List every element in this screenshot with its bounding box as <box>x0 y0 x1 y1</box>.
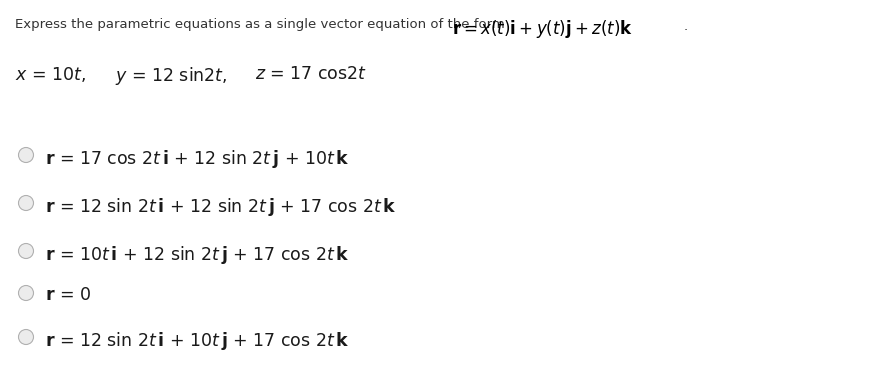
Ellipse shape <box>19 285 33 301</box>
Text: $\mathit{x}$ = 10$\mathit{t}$,: $\mathit{x}$ = 10$\mathit{t}$, <box>15 65 86 84</box>
Text: .: . <box>684 20 688 33</box>
Text: $\mathbf{r}$ = 12 sin 2$\mathit{t}\,\mathbf{i}$ + 12 sin 2$\mathit{t}\,\mathbf{j: $\mathbf{r}$ = 12 sin 2$\mathit{t}\,\mat… <box>45 196 397 218</box>
Text: $\mathbf{r}$ = 17 cos 2$\mathit{t}\,\mathbf{i}$ + 12 sin 2$\mathit{t}\,\mathbf{j: $\mathbf{r}$ = 17 cos 2$\mathit{t}\,\mat… <box>45 148 349 170</box>
Text: $\mathit{z}$ = 17 cos2$\mathit{t}$: $\mathit{z}$ = 17 cos2$\mathit{t}$ <box>255 65 367 83</box>
Ellipse shape <box>19 329 33 345</box>
Text: $\mathbf{r}$ = 0: $\mathbf{r}$ = 0 <box>45 286 91 304</box>
Text: $\mathbf{r} = \mathit{x}(\mathit{t})\mathbf{i} + \mathit{y}(\mathit{t})\mathbf{j: $\mathbf{r} = \mathit{x}(\mathit{t})\mat… <box>452 18 633 40</box>
Ellipse shape <box>19 244 33 258</box>
Text: $\mathbf{r}$ = 12 sin 2$\mathit{t}\,\mathbf{i}$ + 10$\mathit{t}\,\mathbf{j}$ + 1: $\mathbf{r}$ = 12 sin 2$\mathit{t}\,\mat… <box>45 330 349 352</box>
Ellipse shape <box>19 195 33 211</box>
Text: Express the parametric equations as a single vector equation of the form: Express the parametric equations as a si… <box>15 18 509 31</box>
Ellipse shape <box>19 147 33 163</box>
Text: $\mathbf{r}$ = 10$\mathit{t}\,\mathbf{i}$ + 12 sin 2$\mathit{t}\,\mathbf{j}$ + 1: $\mathbf{r}$ = 10$\mathit{t}\,\mathbf{i}… <box>45 244 349 266</box>
Text: $\mathit{y}$ = 12 sin2$\mathit{t}$,: $\mathit{y}$ = 12 sin2$\mathit{t}$, <box>115 65 228 87</box>
